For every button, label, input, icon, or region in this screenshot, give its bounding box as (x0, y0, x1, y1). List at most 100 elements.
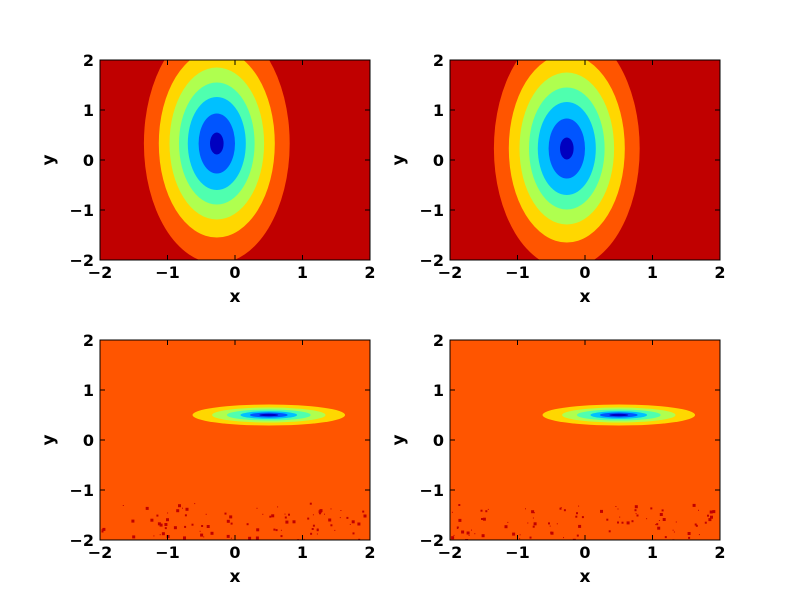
noise-speck (658, 520, 660, 521)
x-tick-label: −2 (438, 263, 463, 282)
x-tick-label: 1 (297, 263, 308, 282)
contour-area (450, 340, 720, 540)
x-tick-label: −2 (438, 543, 463, 562)
noise-speck (712, 510, 716, 514)
noise-speck (572, 538, 576, 540)
noise-speck (474, 533, 476, 535)
noise-speck (280, 529, 282, 531)
noise-speck (178, 504, 181, 508)
noise-speck (159, 523, 163, 527)
noise-speck (230, 522, 233, 525)
noise-speck (166, 518, 169, 522)
noise-speck (519, 538, 521, 540)
noise-speck (226, 534, 230, 538)
noise-speck (200, 533, 204, 537)
noise-speck (255, 536, 259, 540)
noise-speck (194, 503, 196, 505)
noise-speck (351, 520, 355, 524)
noise-speck (311, 528, 314, 530)
noise-speck (606, 518, 609, 521)
noise-speck (132, 535, 136, 539)
noise-speck (156, 514, 159, 517)
noise-speck (458, 518, 462, 522)
y-axis-label: y (39, 154, 59, 165)
noise-speck (210, 531, 214, 535)
x-tick-label: −1 (505, 263, 530, 282)
noise-speck (578, 524, 582, 528)
noise-speck (481, 518, 483, 520)
y-axis-label: y (39, 434, 59, 445)
y-tick-label: 0 (83, 151, 94, 170)
noise-speck (349, 523, 351, 525)
noise-speck (507, 521, 509, 523)
noise-speck (698, 509, 699, 511)
subplot-3: −2 −1 0 1 2 −2 −1 0 1 2 x y (39, 331, 376, 587)
noise-speck (288, 513, 290, 516)
noise-speck (578, 505, 580, 507)
noise-speck (164, 523, 168, 526)
noise-speck (319, 509, 323, 513)
noise-speck (694, 523, 697, 526)
noise-speck (280, 535, 283, 538)
noise-speck (631, 520, 634, 523)
x-tick-label: −1 (505, 543, 530, 562)
noise-speck (710, 515, 713, 519)
y-tick-label: −2 (69, 531, 94, 550)
contour-background (100, 340, 370, 540)
noise-speck (687, 532, 691, 535)
noise-speck (153, 535, 155, 537)
noise-speck (131, 519, 135, 523)
noise-speck (157, 522, 161, 526)
noise-speck (626, 521, 630, 525)
noise-speck (309, 502, 312, 505)
y-tick-label: −2 (419, 251, 444, 270)
y-tick-label: −2 (419, 531, 444, 550)
noise-speck (481, 534, 485, 538)
x-tick-label: 2 (714, 543, 725, 562)
noise-speck (224, 512, 227, 515)
subplot-4: −2 −1 0 1 2 −2 −1 0 1 2 x y (389, 331, 726, 587)
noise-speck (527, 522, 529, 524)
noise-speck (226, 519, 230, 523)
noise-speck (183, 536, 186, 540)
noise-speck (453, 534, 455, 536)
noise-speck (199, 530, 201, 532)
noise-speck (662, 518, 666, 521)
noise-speck (646, 518, 648, 520)
noise-speck (672, 529, 674, 531)
contour-level-6 (609, 413, 629, 417)
noise-speck (191, 523, 194, 526)
noise-speck (600, 509, 603, 513)
noise-speck (362, 510, 365, 513)
noise-speck (256, 528, 260, 532)
noise-speck (608, 530, 611, 533)
contour-background (450, 340, 720, 540)
x-tick-label: 1 (647, 263, 658, 282)
x-axis-label: x (580, 287, 591, 307)
contour-level-6 (259, 413, 279, 417)
noise-speck (485, 510, 488, 513)
noise-speck (615, 506, 617, 507)
noise-speck (166, 535, 170, 538)
y-tick-label: 1 (433, 101, 444, 120)
noise-speck (709, 510, 713, 514)
noise-speck (532, 525, 535, 528)
y-axis-label: y (389, 154, 409, 165)
noise-speck (292, 520, 296, 524)
noise-speck (330, 508, 332, 510)
subplot-1: −2 −1 0 1 2 −2 −1 0 1 2 x y (39, 51, 376, 307)
contour-area (450, 60, 720, 260)
noise-speck (634, 509, 637, 512)
noise-speck (673, 531, 675, 533)
noise-speck (636, 514, 639, 517)
y-tick-label: 0 (433, 151, 444, 170)
noise-speck (122, 505, 124, 506)
x-tick-label: 0 (579, 543, 590, 562)
x-tick-label: 2 (364, 543, 375, 562)
noise-speck (324, 513, 325, 515)
noise-speck (451, 536, 455, 540)
noise-speck (617, 508, 619, 510)
y-tick-label: 2 (83, 51, 94, 70)
noise-speck (273, 528, 276, 531)
